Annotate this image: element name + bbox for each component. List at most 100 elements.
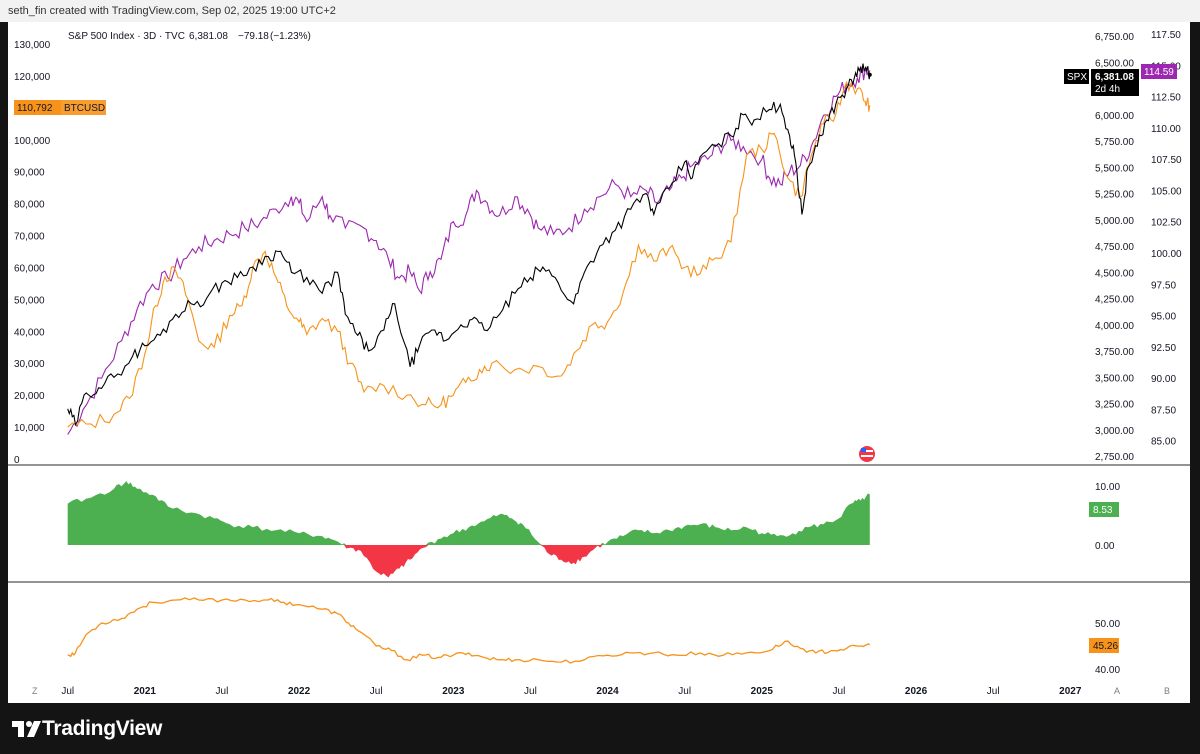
hist-value-text: 8.53 — [1093, 505, 1113, 516]
zoom-marker[interactable]: Z — [32, 686, 38, 696]
time-axis-tick: 2027 — [1059, 686, 1082, 697]
ratio-axis-tick: 85.00 — [1151, 437, 1176, 448]
left-axis-tick: 130,000 — [14, 40, 51, 51]
ratio-axis-tick: 117.50 — [1151, 30, 1181, 41]
btc-name-badge — [61, 100, 106, 115]
time-axis-tick: 2022 — [288, 686, 311, 697]
spx-value-text: 6,381.08 — [1095, 72, 1134, 83]
spx-last-dot — [867, 72, 872, 77]
ratio-axis-tick: 87.50 — [1151, 405, 1176, 416]
spx-countdown-text: 2d 4h — [1095, 84, 1120, 95]
spx-axis-tick: 4,500.00 — [1095, 268, 1134, 279]
oscillator-pane: 50.00 40.00 — [67, 597, 1120, 676]
osc-axis-tick: 40.00 — [1095, 665, 1120, 676]
chart-canvas[interactable]: S&P 500 Index · 3D · TVC 6,381.08 −79.18… — [8, 22, 1190, 703]
spx-axis-tick: 3,250.00 — [1095, 400, 1134, 411]
ratio-axis-tick: 107.50 — [1151, 155, 1182, 166]
left-axis-tick: 30,000 — [14, 359, 45, 370]
spx-axis-tick: 4,000.00 — [1095, 321, 1134, 332]
time-axis-tick: 2021 — [134, 686, 157, 697]
chart-change: −79.18 — [238, 31, 269, 42]
osc-value-badge — [1089, 638, 1119, 653]
time-axis-tick: Jul — [678, 686, 691, 697]
left-axis-tick: 60,000 — [14, 263, 45, 274]
bottom-scale-button[interactable]: B — [1164, 686, 1170, 696]
spx-axis-tick: 4,750.00 — [1095, 242, 1134, 253]
hist-axis-tick: 10.00 — [1095, 482, 1120, 493]
spx-axis-tick: 5,000.00 — [1095, 216, 1134, 227]
osc-axis-tick: 50.00 — [1095, 619, 1120, 630]
ratio-axis-tick: 102.50 — [1151, 218, 1182, 229]
btc-value-badge — [14, 100, 61, 115]
btc-value-text: 110,792 — [17, 103, 53, 114]
histogram-pane: 10.00 0.00 — [67, 481, 1120, 578]
ratio-value-text: 114.59 — [1144, 67, 1174, 78]
main-series — [67, 63, 872, 435]
ratio-axis-tick: 92.50 — [1151, 343, 1176, 354]
spx-axis-tick: 3,750.00 — [1095, 347, 1134, 358]
spx-line[interactable] — [67, 63, 871, 426]
ratio-axis-tick: 90.00 — [1151, 374, 1176, 385]
spx-axis-tick: 3,500.00 — [1095, 373, 1134, 384]
hist-axis-tick: 0.00 — [1095, 541, 1115, 552]
time-axis-tick: 2026 — [905, 686, 928, 697]
left-axis-tick: 0 — [14, 455, 20, 466]
spx-axis-tick: 5,750.00 — [1095, 137, 1134, 148]
ratio-line[interactable] — [67, 64, 871, 435]
time-axis-tick: 2024 — [596, 686, 619, 697]
spx-axis-tick: 3,000.00 — [1095, 426, 1134, 437]
ratio-axis-tick: 110.00 — [1151, 124, 1181, 135]
spx-axis-tick: 5,500.00 — [1095, 163, 1134, 174]
left-axis-tick: 100,000 — [14, 136, 51, 147]
chart-frame — [8, 22, 1190, 703]
left-axis-tick: 90,000 — [14, 168, 45, 179]
oscillator-line[interactable] — [67, 597, 871, 664]
time-axis-tick: Jul — [61, 686, 74, 697]
time-axis-tick: 2025 — [751, 686, 774, 697]
spx-axis-tick: 6,500.00 — [1095, 58, 1134, 69]
left-axis-tick: 40,000 — [14, 327, 45, 338]
spx-value-badge — [1091, 69, 1139, 96]
time-axis[interactable]: Jul 2021 Jul 2022 Jul 2023 Jul 2024 Jul 2025 Jul 20… — [61, 686, 1082, 697]
spx-axis-tick: 4,250.00 — [1095, 295, 1134, 306]
hist-value-badge — [1089, 502, 1119, 517]
time-axis-tick: Jul — [987, 686, 1000, 697]
ratio-axis-tick: 112.50 — [1151, 93, 1181, 104]
us-flag-icon[interactable] — [859, 446, 875, 462]
time-axis-tick: Jul — [216, 686, 229, 697]
time-axis-tick: 2023 — [442, 686, 465, 697]
btc-name-text: BTCUSD — [64, 103, 105, 114]
chart-last-price: 6,381.08 — [189, 31, 228, 42]
tradingview-logo-icon — [12, 721, 41, 737]
left-axis-tick: 20,000 — [14, 391, 45, 402]
left-axis-tick: 80,000 — [14, 200, 45, 211]
footer-bar: TradingView — [0, 703, 1200, 754]
spx-name-badge — [1064, 69, 1089, 84]
left-axis-tick: 70,000 — [14, 232, 45, 243]
chart-title: S&P 500 Index · 3D · TVC — [68, 31, 185, 42]
left-axis-tick: 10,000 — [14, 423, 45, 434]
ratio-axis-tick: 100.00 — [1151, 249, 1182, 260]
ratio-axis-tick: 97.50 — [1151, 280, 1176, 291]
time-axis-tick: Jul — [524, 686, 537, 697]
credit-bar: seth_fin created with TradingView.com, S… — [0, 0, 1200, 22]
ratio-axis[interactable]: 117.50115.00112.50110.00107.50105.00102.… — [1151, 30, 1182, 448]
brand-name: TradingView — [42, 717, 163, 740]
chart-change-pct: (−1.23%) — [270, 31, 311, 42]
credit-text: seth_fin created with TradingView.com, S… — [8, 5, 336, 17]
osc-value-text: 45.26 — [1093, 641, 1118, 652]
histogram-negative — [67, 545, 870, 578]
ratio-axis-tick: 105.00 — [1151, 186, 1182, 197]
time-axis-tick: Jul — [833, 686, 846, 697]
spx-axis-tick: 6,750.00 — [1095, 32, 1134, 43]
spx-axis[interactable]: 6,750.006,500.006,250.006,000.005,750.00… — [1095, 32, 1134, 463]
left-axis-tick: 120,000 — [14, 72, 51, 83]
histogram-positive — [67, 481, 870, 545]
time-axis-tick: Jul — [370, 686, 383, 697]
spx-axis-tick: 5,250.00 — [1095, 190, 1134, 201]
left-axis-tick: 50,000 — [14, 295, 45, 306]
ratio-value-badge — [1141, 64, 1177, 79]
spx-name-text: SPX — [1067, 72, 1087, 83]
auto-scale-button[interactable]: A — [1114, 686, 1120, 696]
btcusd-line[interactable] — [67, 80, 871, 429]
